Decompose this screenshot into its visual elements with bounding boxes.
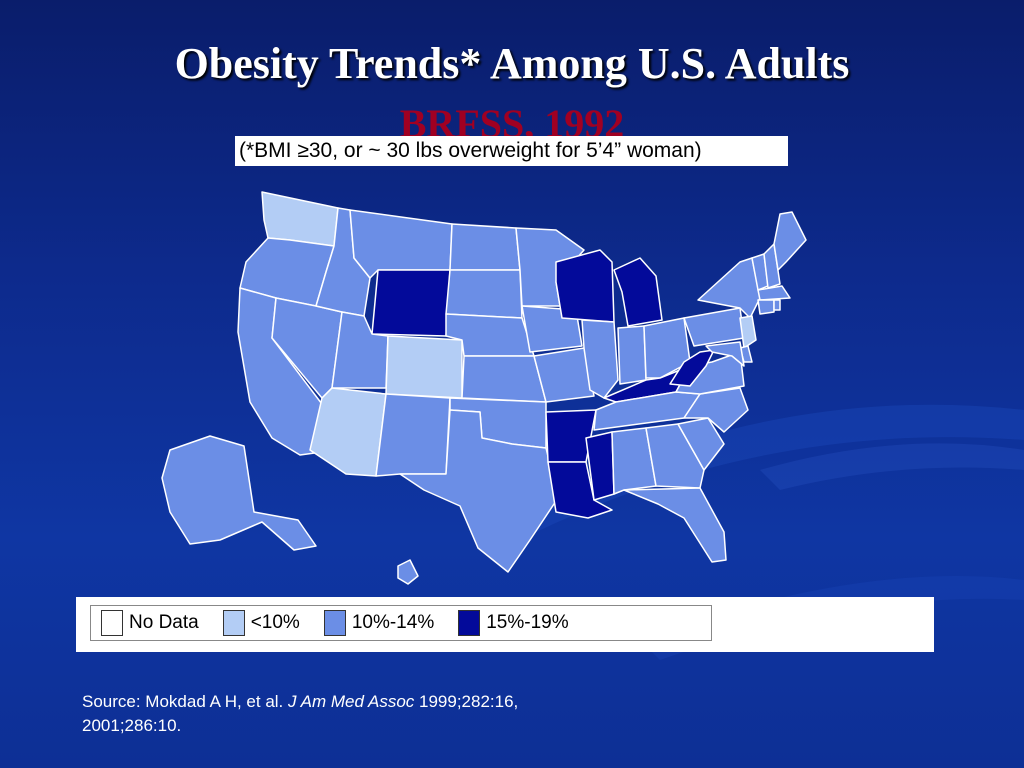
state-OH (643, 317, 691, 379)
state-CT (757, 299, 775, 315)
state-NM (375, 393, 451, 477)
state-MO (533, 347, 595, 403)
state-HI (397, 559, 419, 585)
legend-item-10-14: 10%-14% (323, 610, 435, 636)
state-WY (371, 269, 451, 337)
slide-title: Obesity Trends* Among U.S. Adults (174, 39, 850, 88)
state-ND (449, 223, 521, 271)
source-journal: J Am Med Assoc (288, 692, 415, 711)
state-IN (617, 325, 647, 385)
state-AK (161, 435, 317, 551)
state-KS (461, 355, 547, 403)
state-TX (399, 409, 559, 573)
legend-swatch (101, 610, 123, 636)
state-NY (697, 257, 761, 319)
state-NH (763, 243, 781, 289)
legend-item-lt10: <10% (222, 610, 300, 636)
legend-label: <10% (250, 612, 300, 633)
state-GA (645, 423, 705, 489)
state-LA (547, 461, 613, 519)
legend-label: 10%-14% (351, 612, 435, 633)
state-ME (773, 211, 807, 271)
legend-box: No Data <10% 10%-14% 15%-19% (90, 605, 712, 641)
state-AZ (309, 387, 387, 477)
bmi-note: (*BMI ≥30, or ~ 30 lbs overweight for 5’… (235, 136, 788, 166)
source-citation: Source: Mokdad A H, et al. J Am Med Asso… (82, 690, 722, 738)
source-suffix: 1999;282:16, (414, 692, 519, 711)
state-SC (677, 417, 725, 471)
map-legend: No Data <10% 10%-14% 15%-19% (76, 597, 934, 652)
us-obesity-map (161, 191, 807, 585)
legend-label: 15%-19% (486, 612, 569, 633)
legend-item-15-19: 15%-19% (458, 610, 569, 636)
state-PA (683, 307, 745, 347)
state-MI (613, 257, 663, 327)
state-FL (623, 487, 727, 563)
legend-swatch (458, 610, 481, 636)
legend-label: No Data (129, 612, 199, 633)
source-line2: 2001;286:10. (82, 716, 182, 735)
state-MT (349, 209, 453, 279)
legend-swatch (222, 610, 245, 636)
state-CO (385, 335, 463, 399)
legend-swatch (323, 610, 346, 636)
state-SD (445, 269, 523, 319)
state-RI (773, 299, 781, 311)
legend-item-no-data: No Data (101, 610, 199, 636)
state-AL (611, 427, 657, 495)
source-prefix: Source: Mokdad A H, et al. (82, 692, 289, 711)
state-NJ (739, 315, 757, 349)
state-MA (757, 285, 791, 301)
state-MD (705, 341, 745, 367)
state-WI (555, 249, 615, 323)
